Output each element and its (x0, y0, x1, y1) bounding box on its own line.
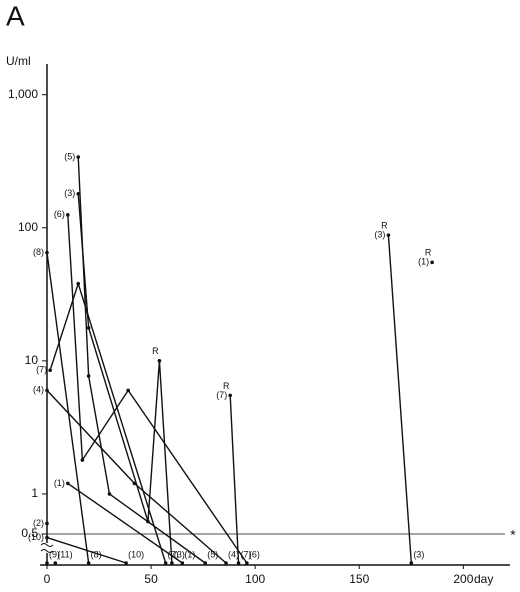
panel-label: A (6, 0, 25, 31)
data-point (76, 191, 81, 196)
relapse-label: R (425, 248, 432, 258)
data-point (228, 393, 232, 398)
y-tick-label: 1,000 (8, 87, 38, 101)
series-label: (7) (36, 365, 47, 375)
data-point (180, 561, 185, 565)
x-tick-label: 100 (245, 572, 265, 586)
data-point (66, 481, 70, 486)
data-point (132, 481, 137, 486)
data-point (45, 561, 49, 565)
series-line (67, 482, 183, 564)
series-end-label: (7) (168, 549, 179, 559)
series-end-label: (5) (207, 549, 218, 559)
y-axis-label: U/ml (6, 54, 31, 68)
series-label: (3) (374, 230, 385, 240)
data-point (163, 561, 168, 565)
relapse-label: R (381, 221, 388, 231)
series-end-label: (3) (174, 549, 185, 559)
data-point (203, 561, 208, 565)
data-point (386, 233, 391, 237)
data-point (170, 561, 174, 565)
series-line (77, 193, 173, 564)
series-end-label: (4) (228, 549, 239, 559)
data-point (126, 388, 130, 393)
data-point (80, 458, 85, 462)
series-end-label: (8) (91, 549, 102, 559)
series-end-label: (11) (57, 549, 72, 559)
data-point (236, 561, 241, 565)
series-end-label: (3) (413, 549, 424, 559)
data-point (45, 521, 49, 526)
series-end-label: (10) (128, 549, 144, 559)
series-line (46, 536, 127, 564)
series-label: (2) (33, 518, 44, 528)
data-point (86, 374, 91, 378)
data-point (48, 368, 52, 373)
x-tick-label: 150 (349, 572, 369, 586)
data-point (107, 492, 112, 496)
data-point (224, 561, 228, 565)
y-tick-label: 100 (18, 220, 38, 234)
series-label: (8) (33, 247, 44, 257)
data-point (45, 250, 49, 255)
series-label: (4) (33, 385, 44, 395)
x-tick-label: 50 (144, 572, 158, 586)
x-tick-label: 0 (44, 572, 51, 586)
axis-break (40, 543, 54, 553)
data-point (430, 260, 434, 265)
x-axis-label: day (474, 572, 493, 586)
series-label: (1) (54, 478, 65, 488)
y-tick-label: 1 (31, 486, 38, 500)
series-line (67, 214, 248, 564)
y-tick-label: 10 (25, 353, 39, 367)
data-point (86, 326, 91, 330)
data-point (409, 561, 414, 565)
relapse-label: R (152, 346, 159, 356)
series-label: (3) (64, 188, 75, 198)
series-end-label: (6) (249, 549, 260, 559)
series-line (46, 389, 227, 564)
series-end-label: (7) (241, 549, 252, 559)
series-line (229, 395, 240, 564)
series-label: (7) (216, 390, 227, 400)
relapse-label: R (223, 381, 230, 391)
x-tick-label: 200 (453, 572, 473, 586)
data-point (66, 213, 70, 217)
series-end-label: (9) (49, 549, 60, 559)
data-point (157, 359, 162, 363)
series-line (46, 252, 90, 564)
data-point (53, 561, 58, 565)
series-label: (1) (418, 257, 429, 267)
series-label: (5) (64, 151, 75, 161)
series-label: (6) (54, 209, 65, 219)
data-point (76, 155, 81, 159)
series-label: (10) (28, 532, 44, 542)
threshold-label: * (510, 527, 516, 543)
series-end-label: (1) (184, 549, 195, 559)
data-point (76, 281, 81, 286)
data-point (146, 519, 150, 524)
data-point (86, 561, 91, 565)
y-tick-label: 0.5 (21, 526, 38, 540)
data-point (45, 388, 49, 393)
data-point (45, 535, 49, 540)
data-point (124, 561, 128, 565)
data-point (245, 561, 249, 565)
series-line (387, 235, 413, 564)
